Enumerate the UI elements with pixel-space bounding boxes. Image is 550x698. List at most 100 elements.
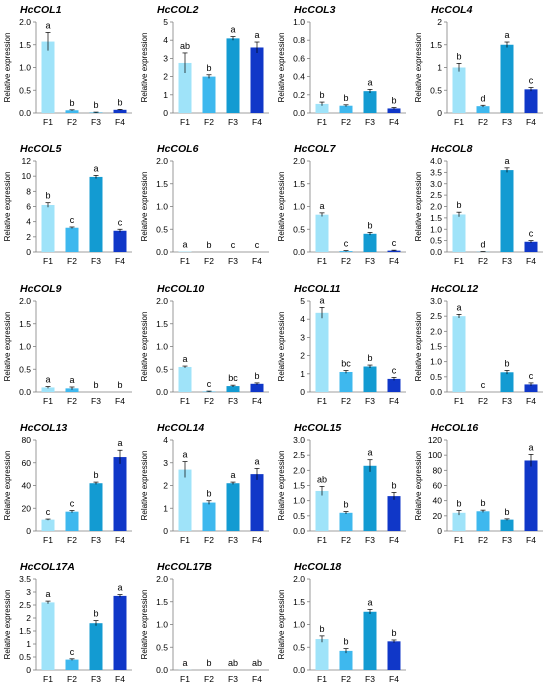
significance-letter: a — [456, 302, 461, 312]
x-tick-label: F3 — [502, 117, 512, 127]
x-tick-label: F3 — [228, 256, 238, 266]
x-tick-label: F4 — [389, 535, 399, 545]
significance-letter: ab — [317, 474, 327, 484]
x-tick-label: F4 — [389, 674, 399, 684]
y-tick-label: 2.0 — [293, 465, 305, 475]
y-tick-label: 3 — [300, 332, 305, 342]
significance-letter: b — [456, 200, 461, 210]
y-tick-label: 120 — [428, 435, 442, 445]
y-tick-label: 0 — [26, 526, 31, 536]
significance-letter: a — [254, 30, 259, 40]
y-tick-label: 0 — [300, 387, 305, 397]
y-axis-label: Relative expression — [277, 33, 286, 103]
bar-f2 — [66, 660, 79, 670]
chart-title: HcCOL18 — [294, 561, 341, 573]
x-tick-label: F2 — [67, 256, 77, 266]
bar-f1 — [453, 513, 466, 531]
y-tick-label: 3 — [163, 458, 168, 468]
significance-letter: b — [456, 51, 461, 61]
significance-letter: c — [207, 379, 212, 389]
y-tick-label: 1.5 — [19, 626, 31, 636]
chart-title: HcCOL17A — [20, 561, 75, 573]
y-tick-label: 0.0 — [156, 387, 168, 397]
y-tick-label: 2 — [437, 17, 442, 27]
y-tick-label: 0.5 — [19, 364, 31, 374]
y-tick-label: 1 — [300, 369, 305, 379]
x-tick-label: F4 — [115, 396, 125, 406]
bar-f3 — [501, 372, 514, 392]
significance-letter: a — [504, 30, 509, 40]
significance-letter: a — [230, 25, 235, 35]
chart-title: HcCOL16 — [431, 422, 478, 434]
y-tick-label: 2.5 — [430, 311, 442, 321]
significance-letter: c — [481, 380, 486, 390]
x-tick-label: F2 — [341, 117, 351, 127]
y-tick-label: 1.0 — [430, 224, 442, 234]
chart-title: HcCOL13 — [20, 422, 67, 434]
significance-letter: a — [528, 442, 533, 452]
y-axis-label: Relative expression — [3, 172, 12, 242]
chart-title: HcCOL9 — [20, 283, 62, 295]
x-tick-label: F1 — [180, 535, 190, 545]
significance-letter: bc — [341, 359, 351, 369]
significance-letter: ab — [228, 658, 238, 668]
x-tick-label: F1 — [43, 535, 53, 545]
chart-title: HcCOL6 — [157, 143, 199, 155]
y-axis-label: Relative expression — [3, 312, 12, 382]
significance-letter: b — [456, 499, 461, 509]
bar-f3 — [227, 483, 240, 531]
significance-letter: c — [70, 647, 75, 657]
x-tick-label: F4 — [252, 117, 262, 127]
bar-f3 — [364, 612, 377, 670]
y-tick-label: 2 — [163, 72, 168, 82]
y-tick-label: 3.5 — [19, 574, 31, 584]
y-tick-label: 0.4 — [293, 72, 305, 82]
y-axis-label: Relative expression — [277, 172, 286, 242]
significance-letter: b — [93, 380, 98, 390]
significance-letter: b — [117, 380, 122, 390]
significance-letter: b — [343, 93, 348, 103]
x-tick-label: F1 — [180, 256, 190, 266]
bar-f4 — [388, 496, 401, 531]
bar-f4 — [114, 596, 127, 670]
significance-letter: b — [93, 609, 98, 619]
significance-letter: c — [70, 215, 75, 225]
significance-letter: b — [343, 500, 348, 510]
y-tick-label: 4.0 — [430, 156, 442, 166]
bar-f4 — [388, 641, 401, 670]
y-axis-label: Relative expression — [277, 590, 286, 660]
x-tick-label: F2 — [341, 535, 351, 545]
y-tick-label: 0.5 — [293, 642, 305, 652]
y-tick-label: 3.0 — [293, 435, 305, 445]
significance-letter: a — [367, 448, 372, 458]
y-tick-label: 1.0 — [19, 342, 31, 352]
x-tick-label: F1 — [454, 117, 464, 127]
y-tick-label: 0.5 — [156, 364, 168, 374]
significance-letter: b — [391, 628, 396, 638]
y-tick-label: 1 — [163, 503, 168, 513]
y-axis-label: Relative expression — [277, 312, 286, 382]
significance-letter: a — [367, 77, 372, 87]
y-axis-label: Relative expression — [414, 33, 423, 103]
significance-letter: c — [231, 240, 236, 250]
y-tick-label: 0.5 — [293, 224, 305, 234]
bar-f3 — [364, 234, 377, 252]
x-tick-label: F4 — [526, 396, 536, 406]
x-tick-label: F3 — [91, 674, 101, 684]
significance-letter: a — [367, 597, 372, 607]
significance-letter: d — [480, 93, 485, 103]
y-tick-label: 1.5 — [156, 597, 168, 607]
x-tick-label: F2 — [204, 117, 214, 127]
y-tick-label: 3.5 — [430, 167, 442, 177]
y-tick-label: 0.0 — [156, 665, 168, 675]
y-tick-label: 40 — [433, 496, 443, 506]
significance-letter: b — [69, 98, 74, 108]
